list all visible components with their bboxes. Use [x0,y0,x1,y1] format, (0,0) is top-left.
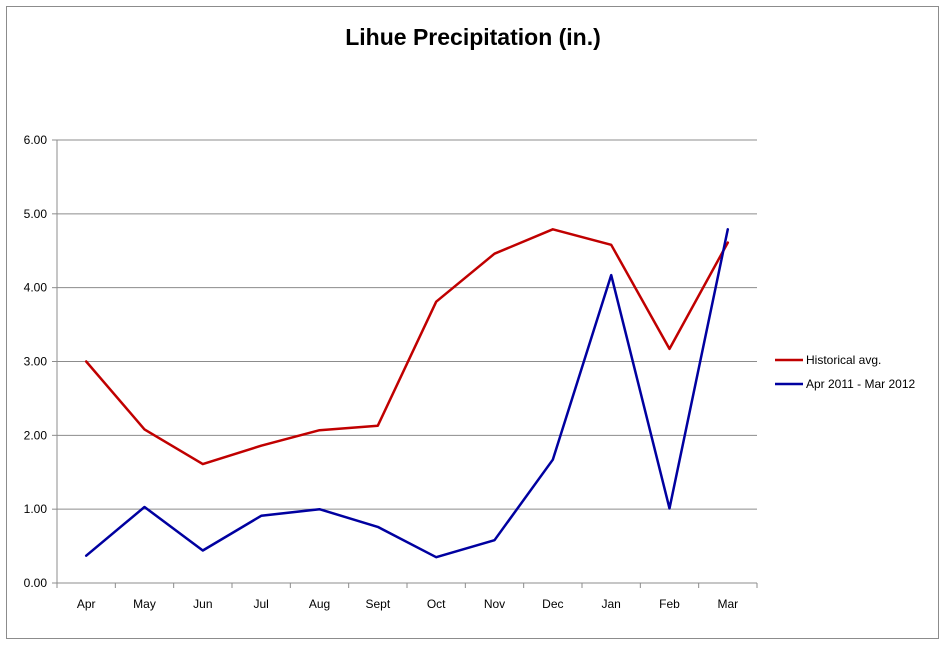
x-tick-label: Apr [77,597,96,611]
gridlines [57,139,757,510]
y-tick-label: 4.00 [24,281,48,295]
x-axis-ticks: Apr May Jun Jul Aug Sept Oct Nov Dec Jan Feb Mar [56,583,758,611]
x-tick-label: Jan [601,597,620,611]
y-tick-label: 6.00 [24,133,48,147]
y-tick-label: 5.00 [24,207,48,221]
series-line-2 [84,228,730,559]
chart-title: Lihue Precipitation (in.) [345,24,601,50]
chart-frame [6,6,939,639]
y-tick-label: 0.00 [24,576,48,590]
y-tick-label: 1.00 [24,502,48,516]
x-tick-label: Nov [484,597,505,611]
y-axis-ticks: 0.00 1.00 2.00 3.00 4.00 5.00 6.00 [24,133,57,590]
x-tick-label: Mar [717,597,738,611]
y-tick-label: 2.00 [24,428,48,442]
x-tick-label: May [133,597,156,611]
legend-label: Apr 2011 - Mar 2012 [806,377,915,391]
x-tick-label: Oct [427,597,446,611]
x-tick-label: Jun [193,597,212,611]
legend-label: Historical avg. [806,353,881,367]
series-lines [84,228,730,559]
legend: Historical avg. Apr 2011 - Mar 2012 [775,353,915,391]
x-tick-label: Aug [309,597,330,611]
x-tick-label: Dec [542,597,563,611]
x-tick-label: Sept [365,597,390,611]
x-tick-label: Jul [253,597,268,611]
y-tick-label: 3.00 [24,355,48,369]
series-line-1 [84,228,730,466]
x-tick-label: Feb [659,597,680,611]
